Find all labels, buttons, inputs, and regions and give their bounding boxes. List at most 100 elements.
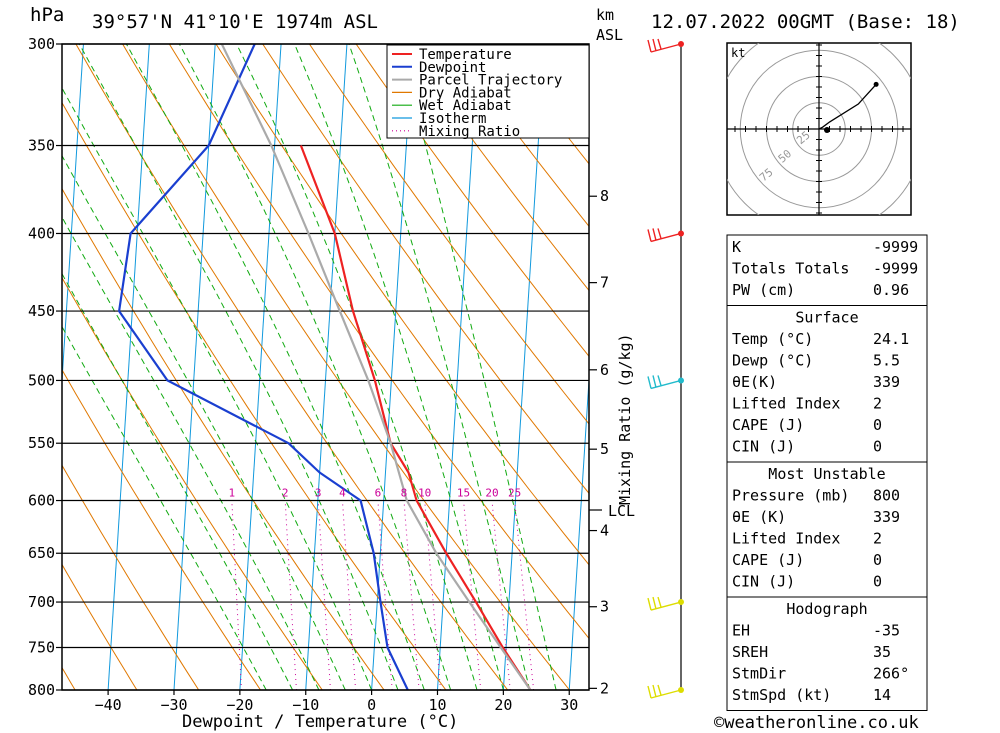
pressure-tick-label: 700 (28, 593, 55, 611)
pressure-tick-label: 450 (28, 302, 55, 320)
table-label: PW (cm) (732, 281, 795, 299)
table-value: -9999 (873, 260, 918, 278)
table-label: CAPE (J) (732, 551, 804, 569)
pressure-tick-label: 500 (28, 371, 55, 389)
mixing-ratio-line (284, 500, 297, 690)
isotherm-line (173, 44, 216, 690)
pressure-tick-label: 350 (28, 137, 55, 155)
lcl-label: LCL (608, 502, 635, 520)
wind-barb-flags (647, 38, 682, 53)
pressure-tick-label: 300 (28, 35, 55, 53)
height-unit-km: km (596, 6, 614, 24)
legend-label: Temperature (419, 47, 512, 63)
mixing-ratio-line (317, 500, 331, 690)
table-value: 339 (873, 508, 900, 526)
mixing-ratio-label: 1 (229, 487, 236, 500)
temperature-tick-labels: −40 −30 −20 −10 0 10 20 30 (95, 690, 578, 714)
mixing-ratio-label: 2 (282, 487, 289, 500)
profile-lines (117, 44, 532, 690)
table-value: 0 (873, 416, 882, 434)
dry-adiabat-line (62, 101, 447, 690)
isotherm-line (305, 44, 348, 690)
hodograph-unit: kt (731, 46, 745, 60)
wind-barbs (647, 38, 684, 699)
wind-barb-flags (647, 684, 682, 699)
dewpoint-line (117, 44, 409, 690)
legend-label: Parcel Trajectory (419, 73, 562, 89)
plot-frame (61, 43, 590, 691)
height-km-label: 6 (600, 361, 609, 379)
isotherm-line (0, 44, 18, 690)
legend-label: Dry Adiabat (419, 85, 512, 101)
stats-table (726, 305, 928, 463)
temperature-tick-label: −30 (160, 696, 187, 714)
table-label: CAPE (J) (732, 416, 804, 434)
dry-adiabat-line (122, 44, 570, 690)
table-label: Dewp (°C) (732, 352, 813, 370)
mixing-ratio-label: 20 (485, 487, 498, 500)
isotherm-line (107, 44, 150, 690)
isotherm-line (62, 44, 84, 388)
table-value: 339 (873, 373, 900, 391)
table-value: -9999 (873, 238, 918, 256)
table-label: Lifted Index (732, 395, 840, 413)
mixing-ratio-label: 25 (508, 487, 521, 500)
storm-motion-point (824, 127, 830, 133)
stats-table (726, 461, 928, 598)
dry-adiabat-line (402, 44, 589, 292)
table-value: 0 (873, 438, 882, 456)
dry-adiabat-line (75, 44, 509, 690)
wind-barb (647, 596, 682, 611)
table-value: 0.96 (873, 281, 909, 299)
table-label: StmSpd (kt) (732, 686, 831, 704)
pressure-tick-label: 650 (28, 544, 55, 562)
hodograph-end-point (873, 81, 879, 87)
stats-table (726, 596, 928, 711)
pressure-unit-label: hPa (30, 4, 64, 26)
x-axis-title: Dewpoint / Temperature (°C) (182, 712, 458, 732)
copyright: ©weatheronline.co.uk (714, 713, 919, 733)
table-label: K (732, 238, 741, 256)
table-value: 2 (873, 530, 882, 548)
mixing-ratio-label: 6 (375, 487, 382, 500)
legend-label: Isotherm (419, 111, 486, 127)
table-value: 14 (873, 686, 891, 704)
mixing-ratio-label: 4 (339, 487, 346, 500)
temperature-tick-label: 0 (367, 696, 376, 714)
table-value: 2 (873, 395, 882, 413)
table-value: 800 (873, 487, 900, 505)
temperature-tick-label: 20 (494, 696, 512, 714)
mixing-ratio-line (403, 500, 420, 690)
temperature-tick-label: 30 (560, 696, 578, 714)
hodograph-trace (818, 83, 877, 130)
dry-adiabat-line (168, 44, 589, 640)
table-label: CIN (J) (732, 438, 795, 456)
isotherm-line (568, 372, 589, 690)
mixing-ratio-labels: 1 2 3 4 6 8 10 15 20 25 (229, 487, 522, 500)
mixing-ratio-label: 10 (418, 487, 431, 500)
isotherm-line (502, 44, 546, 690)
height-km-label: 7 (600, 274, 609, 292)
pressure-tick-label: 800 (28, 681, 55, 699)
pressure-tick-labels: 300 350 400 450 500 550 600 650 700 750 800 (28, 35, 55, 699)
mixing-ratio-axis-title: Mixing Ratio (g/kg) (616, 333, 634, 505)
wind-barb-flags (647, 228, 682, 243)
isotherm-line (371, 44, 414, 690)
pressure-tick-label: 600 (28, 492, 55, 510)
height-km-label: 2 (600, 679, 609, 697)
table-label: θE(K) (732, 373, 777, 391)
temperature-tick-label: −20 (226, 696, 253, 714)
table-title: Most Unstable (768, 465, 885, 483)
table-value: -35 (873, 622, 900, 640)
temperature-tick-label: −40 (95, 696, 122, 714)
dry-adiabat-line (355, 44, 589, 358)
wind-barb (647, 38, 682, 53)
table-label: Pressure (mb) (732, 487, 849, 505)
table-value: 0 (873, 551, 882, 569)
table-label: StmDir (732, 665, 786, 683)
wet-adiabat-line (62, 216, 320, 690)
temperature-tick-label: 10 (428, 696, 446, 714)
table-value: 24.1 (873, 330, 909, 348)
dry-adiabat-line (62, 563, 138, 690)
